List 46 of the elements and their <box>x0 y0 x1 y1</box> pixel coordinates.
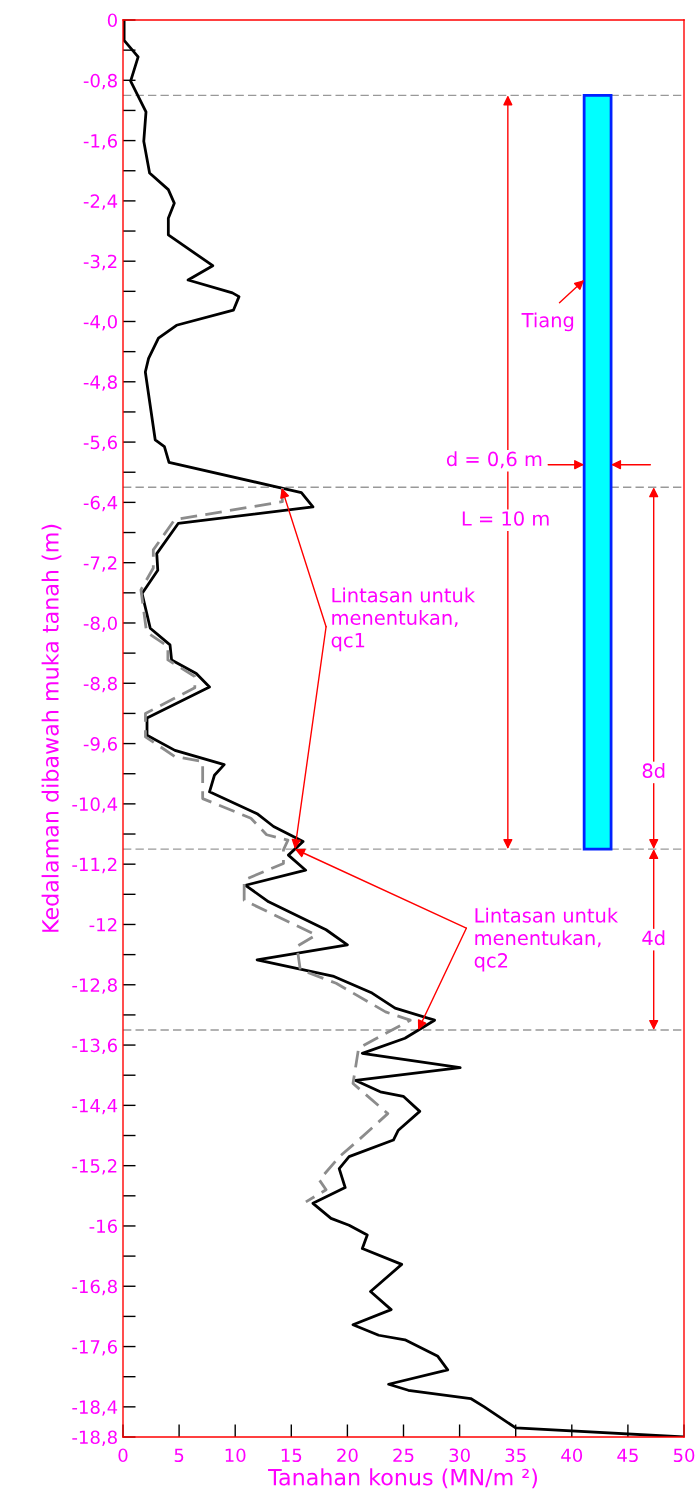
y-tick-label: -2,4 <box>83 194 118 210</box>
y-tick-label: -12 <box>89 917 117 932</box>
annotation: d = 0,6 m <box>446 451 542 469</box>
y-tick-label: -15,2 <box>72 1159 117 1175</box>
annotation: Tiang <box>521 312 574 332</box>
y-tick-label: -18,4 <box>72 1400 118 1416</box>
y-tick-label: -10,4 <box>72 797 118 813</box>
y-tick-label: -16,8 <box>72 1279 117 1296</box>
y-tick-label: -8,8 <box>83 676 117 693</box>
y-tick-label: -17,6 <box>72 1340 117 1356</box>
y-tick-label: -3,2 <box>83 254 117 271</box>
y-tick-label: -9,6 <box>83 737 117 753</box>
y-tick-label: -7,2 <box>83 556 117 572</box>
y-tick-label: -5,6 <box>83 435 117 452</box>
y-tick-label: -11,2 <box>72 857 117 874</box>
x-tick-label: 10 <box>225 1448 246 1463</box>
x-axis-title: Tanahan konus (MN/m ²) <box>268 1468 537 1489</box>
y-tick-label: -13,6 <box>72 1038 117 1055</box>
y-tick-label: -6,4 <box>83 495 118 512</box>
x-tick-label: 15 <box>281 1448 302 1463</box>
y-tick-label: -4,0 <box>83 314 117 331</box>
line-series <box>123 20 684 1437</box>
y-tick-label: -16 <box>89 1219 117 1234</box>
x-tick-label: 5 <box>174 1448 184 1463</box>
annotation: Lintasan untuk menentukan, qc2 <box>474 907 619 972</box>
annotation: 4d <box>642 930 665 946</box>
annotation: Lintasan untuk menentukan, qc1 <box>331 587 476 652</box>
y-tick-label: -0,8 <box>83 73 117 90</box>
y-tick-label: -12,8 <box>72 978 117 994</box>
x-tick-label: 25 <box>393 1448 414 1463</box>
y-axis-title: Kedalaman dibawah muka tanah (m) <box>41 524 62 932</box>
x-tick-label: 40 <box>561 1448 583 1463</box>
annotation: L = 10 m <box>462 511 549 526</box>
y-tick-label: -14,4 <box>72 1099 118 1115</box>
annotation: 8d <box>642 763 665 779</box>
y-tick-label: -1,6 <box>83 134 117 150</box>
x-tick-label: 50 <box>673 1448 695 1463</box>
x-tick-label: 45 <box>617 1448 638 1463</box>
x-tick-label: 30 <box>449 1448 470 1463</box>
y-tick-label: -18,8 <box>72 1430 117 1446</box>
x-tick-label: 20 <box>337 1448 358 1463</box>
x-tick-label: 35 <box>505 1448 526 1463</box>
y-tick-label: -8,0 <box>83 616 117 632</box>
y-tick-label: 0 <box>107 13 117 28</box>
x-tick-label: 0 <box>118 1448 128 1463</box>
y-tick-label: -4,8 <box>83 375 117 391</box>
